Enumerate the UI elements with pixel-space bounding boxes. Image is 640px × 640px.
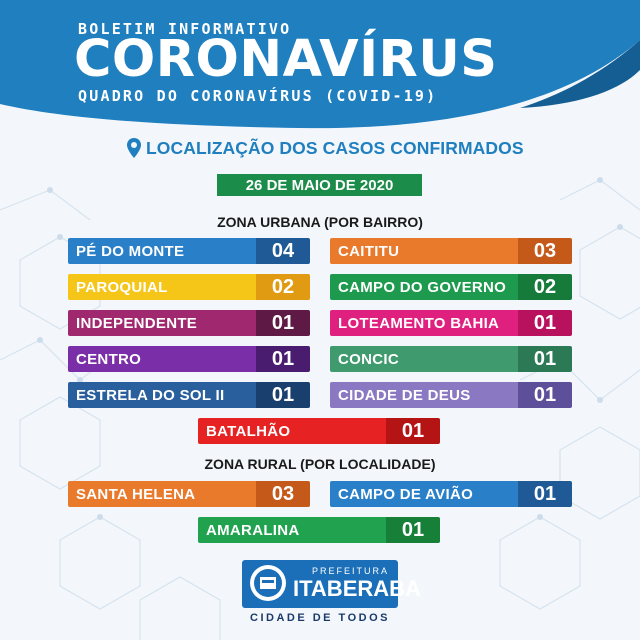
case-row: CONCIC 01 [330,346,572,372]
case-row: CENTRO 01 [68,346,310,372]
case-name: BATALHÃO [198,418,386,444]
case-name: CONCIC [330,346,518,372]
header-kicker: BOLETIM INFORMATIVO [78,20,292,38]
date-badge: 26 DE MAIO DE 2020 [217,174,422,196]
rural-zone-title: ZONA RURAL (POR LOCALIDADE) [204,456,436,472]
case-row: SANTA HELENA 03 [68,481,310,507]
case-row: ESTRELA DO SOL II 01 [68,382,310,408]
urban-zone-title: ZONA URBANA (POR BAIRRO) [217,214,423,230]
case-name: INDEPENDENTE [68,310,256,336]
case-name: CENTRO [68,346,256,372]
case-count: 01 [256,382,310,408]
case-count: 02 [518,274,572,300]
case-row: AMARALINA 01 [198,517,440,543]
case-name: AMARALINA [198,517,386,543]
case-count: 01 [256,310,310,336]
case-row: LOTEAMENTO BAHIA 01 [330,310,572,336]
header-subtitle: QUADRO DO CORONAVÍRUS (COVID-19) [78,87,438,105]
case-count: 04 [256,238,310,264]
case-row: BATALHÃO 01 [198,418,440,444]
case-row: PAROQUIAL 02 [68,274,310,300]
case-row: CAMPO DO GOVERNO 02 [330,274,572,300]
case-count: 01 [518,310,572,336]
case-name: CAMPO DE AVIÃO [330,481,518,507]
case-count: 01 [386,517,440,543]
header-banner [0,0,640,129]
case-row: CAITITU 03 [330,238,572,264]
case-count: 01 [518,346,572,372]
case-name: ESTRELA DO SOL II [68,382,256,408]
case-row: CAMPO DE AVIÃO 01 [330,481,572,507]
map-pin-icon [127,138,141,158]
header-title: CORONAVÍRUS [74,30,498,89]
case-name: PÉ DO MONTE [68,238,256,264]
case-count: 01 [256,346,310,372]
logo-prefix: PREFEITURA [312,566,390,576]
case-name: PAROQUIAL [68,274,256,300]
case-name: CAITITU [330,238,518,264]
case-count: 01 [386,418,440,444]
case-row: INDEPENDENTE 01 [68,310,310,336]
case-count: 03 [518,238,572,264]
case-count: 01 [518,481,572,507]
case-name: CAMPO DO GOVERNO [330,274,518,300]
case-row: PÉ DO MONTE 04 [68,238,310,264]
case-name: CIDADE DE DEUS [330,382,518,408]
case-name: LOTEAMENTO BAHIA [330,310,518,336]
case-name: SANTA HELENA [68,481,256,507]
case-row: CIDADE DE DEUS 01 [330,382,572,408]
logo-name: ITABERABA [293,576,421,601]
seal-icon [250,565,286,601]
logo-tagline: CIDADE DE TODOS [250,612,390,624]
case-count: 03 [256,481,310,507]
case-count: 02 [256,274,310,300]
case-count: 01 [518,382,572,408]
location-title: LOCALIZAÇÃO DOS CASOS CONFIRMADOS [146,137,524,158]
location-heading: LOCALIZAÇÃO DOS CASOS CONFIRMADOS [126,137,524,159]
